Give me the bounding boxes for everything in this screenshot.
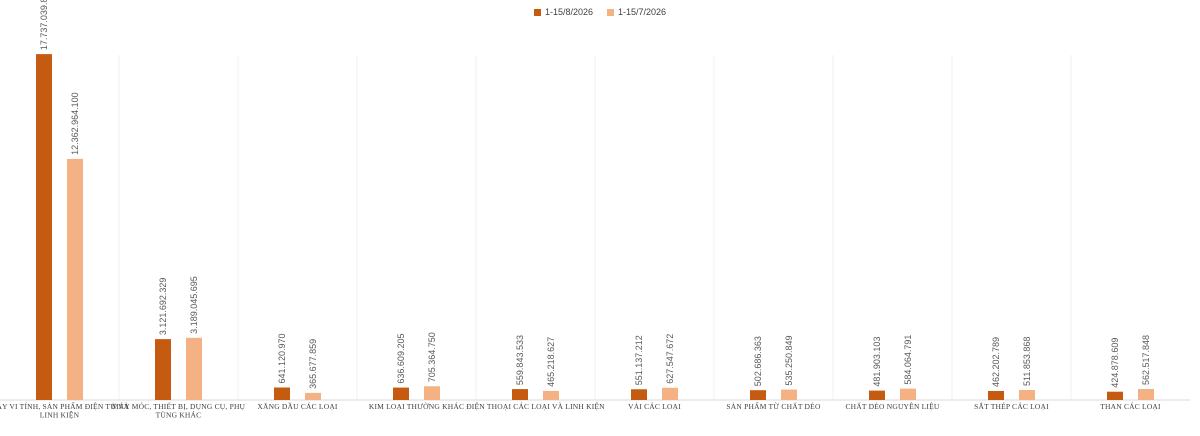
bar-series-1-cat-1 bbox=[36, 54, 52, 401]
bar-series-2-cat-1 bbox=[67, 158, 83, 400]
category-label-3: XĂNG DẦU CÁC LOẠI bbox=[257, 401, 338, 411]
bar-series-2-cat-9 bbox=[1019, 390, 1035, 400]
legend-label-series-2: 1-15/7/2026 bbox=[618, 7, 667, 17]
data-label-series-2-cat-8: 584.064.791 bbox=[903, 335, 913, 385]
category-label-7: SẢN PHẨM TỪ CHẤT DẺO bbox=[726, 401, 821, 411]
legend-item-series-1: 1-15/8/2026 bbox=[533, 7, 593, 17]
bar-series-1-cat-6 bbox=[631, 389, 647, 400]
bar-series-2-cat-2 bbox=[186, 337, 202, 400]
bar-series-2-cat-8 bbox=[900, 388, 916, 400]
data-label-series-2-cat-9: 511.853.868 bbox=[1022, 337, 1032, 386]
bar-series-1-cat-3 bbox=[274, 387, 290, 400]
legend-label-series-1: 1-15/8/2026 bbox=[544, 7, 593, 17]
data-label-series-2-cat-3: 365.677.859 bbox=[308, 339, 318, 389]
data-label-series-1-cat-5: 559.843.533 bbox=[515, 335, 525, 385]
data-label-series-2-cat-2: 3.189.045.695 bbox=[189, 276, 199, 334]
bar-series-2-cat-7 bbox=[781, 389, 797, 400]
category-label-2: MÁY MÓC, THIẾT BỊ, DỤNG CỤ, PHỤ TÙNG KHÁC bbox=[112, 401, 246, 420]
data-label-series-1-cat-7: 502.686.363 bbox=[753, 336, 763, 386]
category-label-9: SẮT THÉP CÁC LOẠI bbox=[974, 401, 1049, 411]
data-label-series-1-cat-10: 424.878.609 bbox=[1110, 338, 1120, 388]
legend-swatch-series-2 bbox=[607, 8, 614, 16]
bar-series-2-cat-6 bbox=[662, 387, 678, 400]
bar-series-2-cat-10 bbox=[1138, 389, 1154, 400]
data-label-series-2-cat-7: 535.250.849 bbox=[784, 336, 794, 386]
category-label-1: MÁY VI TÍNH, SẢN PHẨM ĐIỆN TỬ VÀ LINH KIỆ… bbox=[0, 401, 130, 420]
data-label-series-1-cat-3: 641.120.970 bbox=[277, 333, 287, 383]
data-label-series-2-cat-4: 705.364.750 bbox=[427, 332, 437, 382]
category-label-4: KIM LOẠI THƯỜNG KHÁC bbox=[369, 401, 464, 411]
data-label-series-2-cat-5: 465.218.627 bbox=[546, 337, 556, 387]
data-label-series-1-cat-4: 636.609.205 bbox=[396, 334, 406, 384]
bar-series-2-cat-4 bbox=[424, 386, 440, 400]
bar-series-1-cat-9 bbox=[988, 390, 1004, 400]
category-label-10: THAN CÁC LOẠI bbox=[1100, 401, 1161, 411]
category-label-8: CHẤT DẺO NGUYÊN LIỆU bbox=[845, 401, 939, 411]
bar-series-1-cat-5 bbox=[512, 389, 528, 400]
data-label-series-1-cat-8: 481.903.103 bbox=[872, 337, 882, 387]
chart-legend: 1-15/8/2026 1-15/7/2026 bbox=[0, 7, 1200, 17]
bar-series-2-cat-5 bbox=[543, 390, 559, 400]
data-label-series-2-cat-10: 562.517.848 bbox=[1141, 335, 1151, 385]
legend-item-series-2: 1-15/7/2026 bbox=[607, 7, 666, 17]
bar-series-1-cat-8 bbox=[869, 390, 885, 400]
bar-series-2-cat-3 bbox=[305, 392, 321, 400]
data-label-series-1-cat-2: 3.121.692.329 bbox=[158, 278, 168, 336]
data-label-series-2-cat-1: 12.362.964.100 bbox=[70, 92, 80, 155]
category-label-6: VẢI CÁC LOẠI bbox=[628, 401, 681, 411]
bar-series-1-cat-4 bbox=[393, 387, 409, 400]
bar-series-1-cat-2 bbox=[155, 339, 171, 400]
data-label-series-1-cat-6: 551.137.212 bbox=[634, 335, 644, 385]
bar-series-1-cat-10 bbox=[1107, 391, 1123, 400]
data-label-series-1-cat-9: 462.202.789 bbox=[991, 337, 1001, 387]
legend-swatch-series-1 bbox=[533, 8, 541, 16]
category-label-5: ĐIỆN THOẠI CÁC LOẠI VÀ LINH KIỆN bbox=[466, 401, 605, 411]
data-label-series-1-cat-1: 17.737.039.869 bbox=[39, 0, 49, 50]
data-label-series-2-cat-6: 627.547.672 bbox=[665, 334, 675, 384]
bar-series-1-cat-7 bbox=[750, 390, 766, 400]
